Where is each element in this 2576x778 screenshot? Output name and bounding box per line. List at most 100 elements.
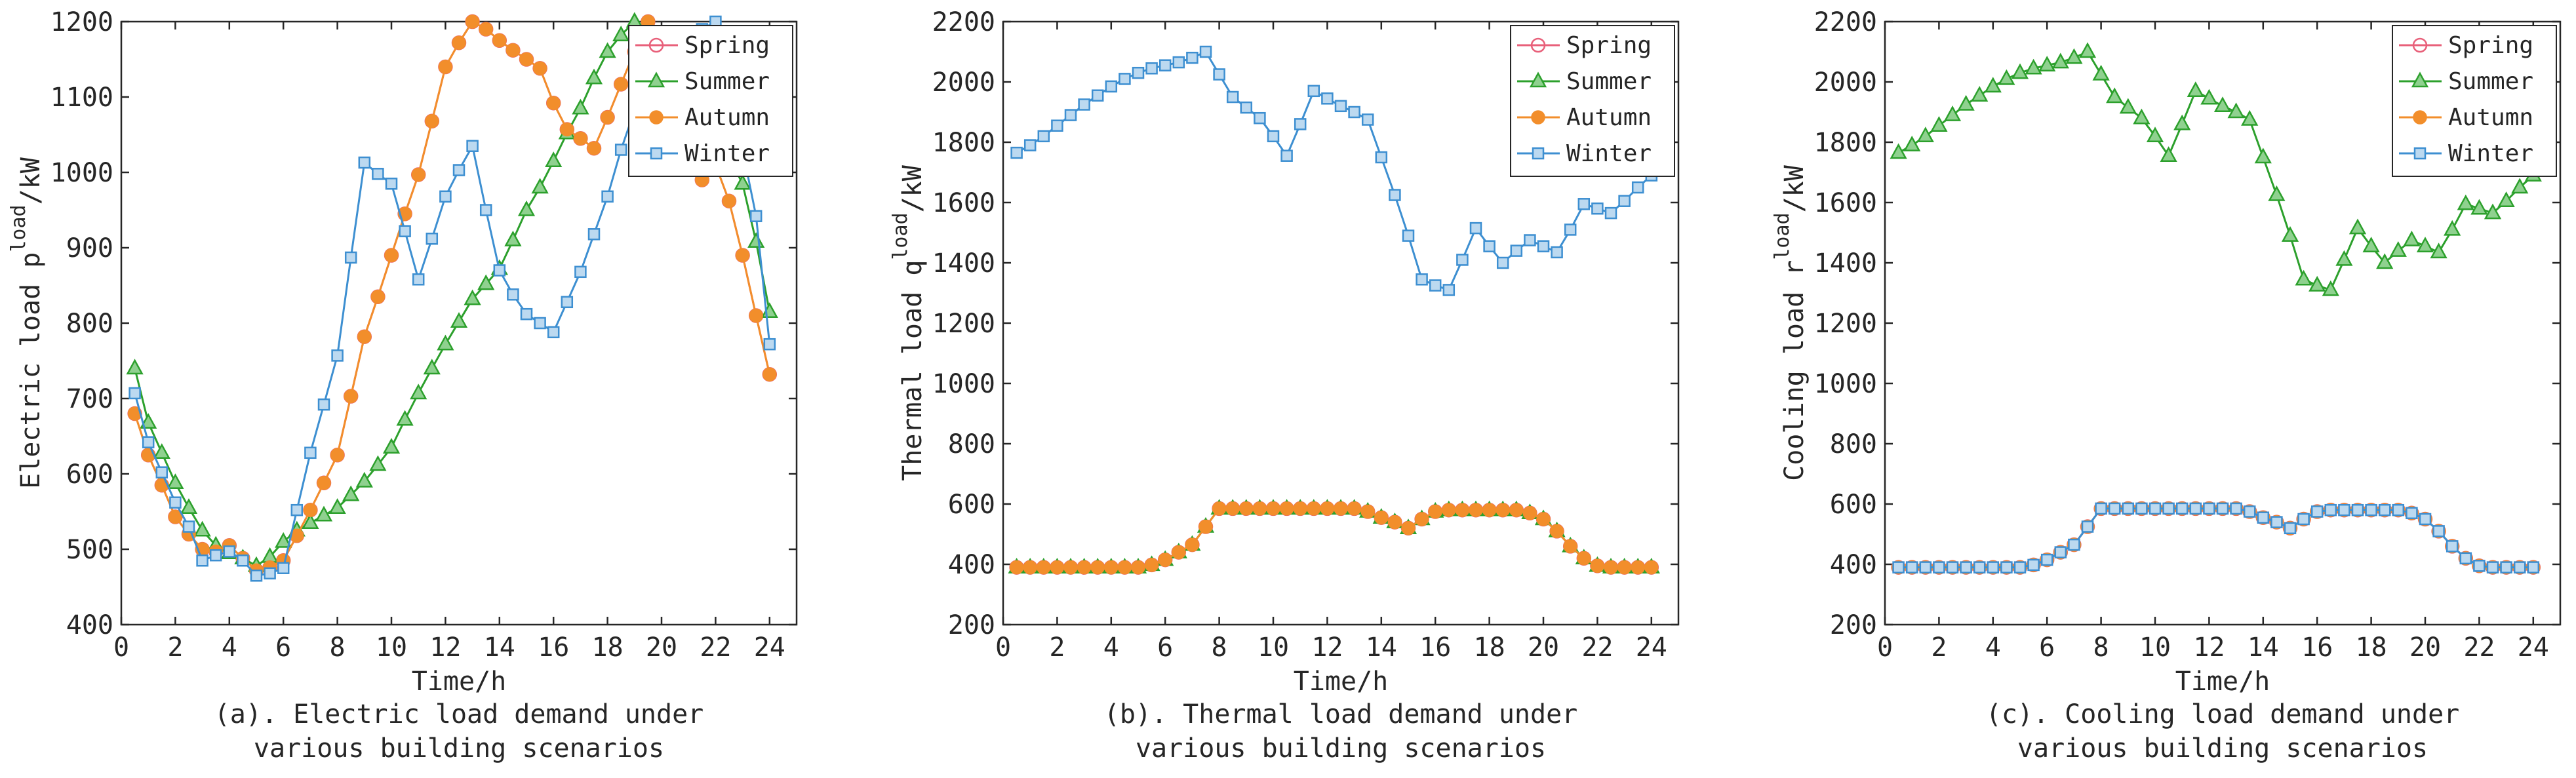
data-point-winter <box>1280 149 1293 162</box>
data-point-winter <box>452 164 466 176</box>
data-point-summer <box>2160 146 2177 162</box>
data-point-autumn <box>1401 521 1416 535</box>
x-tick-label: 6 <box>275 632 291 663</box>
data-point-summer <box>2078 42 2097 58</box>
data-point-autumn <box>1631 560 1645 575</box>
x-tick-label: 18 <box>2356 632 2387 663</box>
y-axis-label: Thermal load qload/kW <box>889 165 928 481</box>
data-point-winter <box>2040 553 2053 566</box>
data-point-summer <box>2376 253 2394 269</box>
legend-marker <box>2413 110 2427 125</box>
x-tick-label: 8 <box>2093 632 2109 663</box>
data-point-summer <box>464 289 481 305</box>
data-point-autumn <box>1009 560 1024 575</box>
data-point-autumn <box>532 61 547 76</box>
data-point-winter <box>2027 558 2040 572</box>
y-tick-label: 500 <box>66 535 113 565</box>
data-point-winter <box>196 554 208 567</box>
data-point-autumn <box>1374 510 1389 525</box>
data-point-winter <box>1172 56 1185 69</box>
y-tick-label: 2000 <box>932 68 995 98</box>
y-tick-label: 1000 <box>932 369 995 399</box>
data-point-autumn <box>317 476 331 490</box>
data-point-summer <box>2484 203 2502 220</box>
data-point-winter <box>749 210 763 222</box>
x-tick-label: 22 <box>1581 632 1613 663</box>
data-point-winter <box>2527 561 2540 574</box>
y-tick-label: 200 <box>948 610 995 640</box>
data-point-summer <box>2416 237 2434 252</box>
data-point-autumn <box>749 308 763 323</box>
data-point-winter <box>2162 502 2175 515</box>
data-point-winter <box>1105 80 1118 93</box>
data-point-winter <box>372 168 384 180</box>
data-point-winter <box>1919 561 1932 574</box>
data-point-autumn <box>1063 560 1078 575</box>
data-point-winter <box>1973 561 1986 574</box>
data-point-summer <box>477 274 495 290</box>
data-point-autumn <box>479 22 493 37</box>
data-point-winter <box>2513 561 2526 574</box>
data-point-winter <box>1186 51 1199 64</box>
data-point-summer <box>1998 69 2015 85</box>
legend-label: Summer <box>1566 68 1652 95</box>
data-point-winter <box>1132 66 1145 79</box>
data-point-winter <box>2230 502 2242 515</box>
y-tick-label: 800 <box>66 309 113 339</box>
x-tick-label: 20 <box>1528 632 1559 663</box>
data-point-summer <box>531 178 549 194</box>
data-point-winter <box>250 570 263 582</box>
x-tick-label: 14 <box>2248 632 2279 663</box>
data-point-summer <box>2470 199 2488 215</box>
data-point-autumn <box>330 448 345 462</box>
data-point-summer <box>1943 106 1962 121</box>
data-point-winter <box>1226 90 1239 104</box>
y-tick-label: 400 <box>1830 550 1877 580</box>
figure-caption-line2: various building scenarios <box>2017 733 2428 764</box>
data-point-summer <box>410 383 427 400</box>
data-point-winter <box>614 144 627 156</box>
data-point-winter <box>1524 234 1536 246</box>
x-tick-label: 18 <box>1474 632 1505 663</box>
data-point-winter <box>1551 246 1563 259</box>
data-point-winter <box>1240 101 1253 114</box>
data-point-autumn <box>1604 560 1618 575</box>
data-point-winter <box>358 156 371 169</box>
data-point-winter <box>493 264 506 277</box>
data-point-autumn <box>411 167 426 182</box>
data-point-summer <box>612 26 630 41</box>
x-tick-label: 0 <box>1877 632 1893 663</box>
legend-label: Autumn <box>1566 104 1652 131</box>
data-point-winter <box>169 496 182 509</box>
data-point-winter <box>534 317 546 330</box>
data-point-winter <box>331 349 344 362</box>
x-tick-label: 16 <box>2301 632 2333 663</box>
data-point-winter <box>1564 224 1577 236</box>
data-point-autumn <box>1117 560 1132 575</box>
x-tick-label: 24 <box>2518 632 2549 663</box>
x-tick-label: 6 <box>1157 632 1173 663</box>
data-point-winter <box>1010 146 1023 159</box>
x-tick-label: 18 <box>592 632 624 663</box>
data-point-autumn <box>600 110 615 125</box>
data-point-winter <box>2297 513 2310 526</box>
data-point-winter <box>547 326 560 339</box>
x-tick-label: 4 <box>222 632 237 663</box>
data-point-winter <box>2486 561 2499 574</box>
x-tick-label: 12 <box>429 632 461 663</box>
data-point-summer <box>2227 102 2245 119</box>
data-point-autumn <box>1131 560 1145 575</box>
data-point-summer <box>2511 178 2529 194</box>
y-tick-label: 700 <box>66 384 113 414</box>
data-point-winter <box>2175 502 2189 515</box>
figure-caption-line2: various building scenarios <box>1136 733 1546 764</box>
y-tick-label: 600 <box>1830 490 1877 520</box>
data-point-winter <box>2310 505 2324 518</box>
legend-marker <box>650 147 663 160</box>
y-tick-label: 200 <box>1830 610 1877 640</box>
data-point-summer <box>437 334 454 351</box>
data-point-winter <box>1442 284 1456 296</box>
data-point-summer <box>1890 143 1907 159</box>
y-tick-label: 2200 <box>932 7 995 37</box>
y-tick-label: 1200 <box>932 309 995 339</box>
